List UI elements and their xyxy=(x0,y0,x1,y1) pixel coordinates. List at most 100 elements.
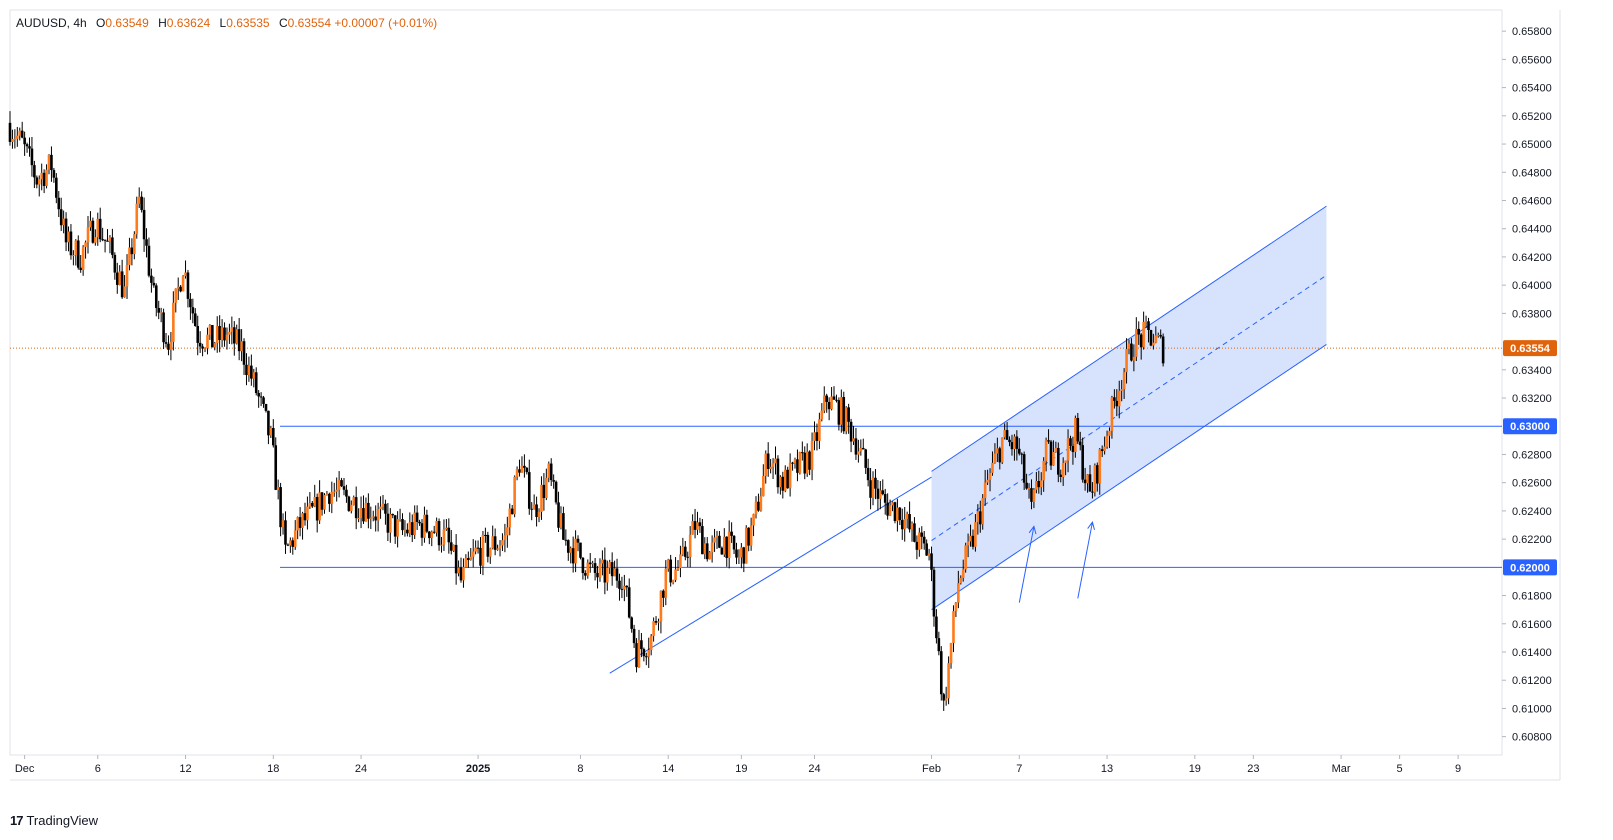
arrows[interactable] xyxy=(1018,521,1095,603)
candle xyxy=(40,163,43,191)
candle-body xyxy=(33,165,36,178)
last-price-label: 0.63554 xyxy=(1510,343,1551,355)
candle xyxy=(232,321,236,356)
candle-body xyxy=(698,522,702,527)
candle xyxy=(410,514,414,542)
candle xyxy=(1078,431,1082,451)
candle xyxy=(1125,338,1128,384)
candle xyxy=(744,525,748,564)
candle-body xyxy=(796,459,799,473)
candle xyxy=(796,449,799,482)
candle xyxy=(674,557,677,583)
brand-name[interactable]: TradingView xyxy=(26,813,99,828)
candle xyxy=(237,317,241,361)
candle-body xyxy=(815,432,819,441)
candle-body xyxy=(608,562,612,568)
y-tick-label: 0.63200 xyxy=(1512,393,1552,405)
candle xyxy=(89,211,92,231)
candle xyxy=(328,492,331,512)
candle-body xyxy=(559,513,563,528)
candle-body xyxy=(510,508,514,515)
candle xyxy=(320,491,324,516)
candle-body xyxy=(879,490,882,499)
candle-body xyxy=(844,407,848,432)
candle xyxy=(969,524,972,547)
horizontal-levels[interactable]: 0.63000 0.62000 0.63554 xyxy=(10,340,1557,576)
regression-channel[interactable] xyxy=(931,205,1327,611)
candle-body xyxy=(603,559,607,583)
candle-body xyxy=(827,401,831,410)
x-tick-label: 24 xyxy=(808,763,820,775)
candle xyxy=(637,629,641,668)
symbol-name[interactable]: AUDUSD xyxy=(16,16,67,30)
candle xyxy=(818,412,821,450)
candle-body xyxy=(237,329,241,352)
candle xyxy=(8,111,12,146)
candle-body xyxy=(927,553,931,556)
candle-body xyxy=(564,539,568,541)
support-trendline-group[interactable] xyxy=(609,476,932,674)
candle xyxy=(808,450,811,476)
candle-body xyxy=(1022,454,1026,483)
candle-body xyxy=(949,642,953,664)
candle-body xyxy=(520,465,524,473)
candle-body xyxy=(571,548,575,564)
channel-upper-line[interactable] xyxy=(931,205,1327,472)
candle xyxy=(384,499,387,525)
candle xyxy=(432,525,436,534)
candle-body xyxy=(81,246,85,271)
candle xyxy=(437,518,441,551)
candle-body xyxy=(496,548,499,550)
y-tick-label: 0.65000 xyxy=(1512,139,1552,151)
candle-body xyxy=(925,543,928,556)
candle xyxy=(822,386,826,414)
candle-body xyxy=(59,209,63,226)
candle-body xyxy=(535,504,538,517)
low-value: 0.63535 xyxy=(226,16,270,30)
candle-body xyxy=(1161,336,1165,364)
candle xyxy=(608,559,612,574)
candle xyxy=(13,129,17,149)
candle xyxy=(72,250,75,266)
candle-body xyxy=(167,343,170,350)
candle-body xyxy=(174,288,178,303)
candle xyxy=(591,560,594,568)
candle-body xyxy=(398,519,402,521)
candle xyxy=(52,167,56,183)
candle xyxy=(523,454,526,478)
up-arrow-icon[interactable] xyxy=(1077,521,1095,599)
channel-lower-line[interactable] xyxy=(931,343,1327,611)
candle-body xyxy=(1105,435,1109,447)
candle xyxy=(454,534,458,585)
tradingview-logo-icon[interactable]: 17 xyxy=(10,813,24,828)
support-trendline[interactable] xyxy=(609,476,932,674)
candle-body xyxy=(893,502,897,521)
candle-body xyxy=(142,209,146,240)
candle-body xyxy=(240,341,243,352)
y-tick-label: 0.63400 xyxy=(1512,365,1552,377)
candle-body xyxy=(1083,479,1087,484)
candle xyxy=(111,228,114,259)
candle-body xyxy=(152,282,156,286)
candle xyxy=(957,570,960,609)
up-arrow-icon[interactable] xyxy=(1018,525,1037,603)
channel-median-line[interactable] xyxy=(931,274,1327,541)
interval-label[interactable]: 4h xyxy=(73,16,87,30)
candle-body xyxy=(835,399,838,401)
candle xyxy=(976,504,980,535)
candle xyxy=(754,496,758,519)
candle-body xyxy=(467,558,470,561)
candle-body xyxy=(630,617,633,629)
candle xyxy=(1093,463,1097,497)
candle xyxy=(352,495,356,506)
candle-body xyxy=(783,469,787,491)
candle-body xyxy=(45,169,48,186)
candle-body xyxy=(649,636,653,650)
candle-body xyxy=(286,544,290,546)
candle-body xyxy=(961,569,965,579)
candle xyxy=(581,557,585,580)
candle xyxy=(996,437,999,463)
candle-body xyxy=(1039,480,1043,488)
candle xyxy=(91,217,95,244)
